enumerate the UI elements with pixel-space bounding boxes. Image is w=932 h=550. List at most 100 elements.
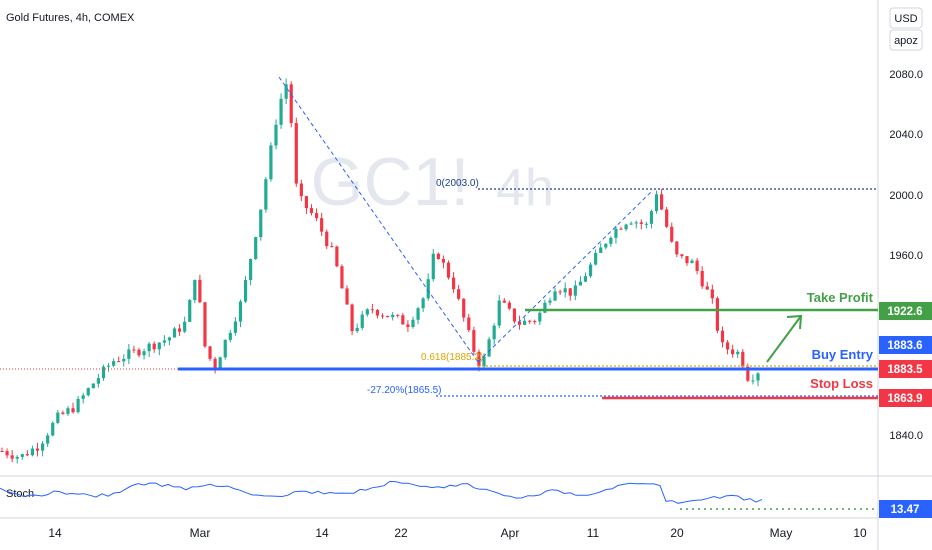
time-tick: Mar [190, 526, 211, 540]
candle-body [335, 246, 339, 267]
candle-body [172, 328, 177, 338]
time-tick: 11 [587, 526, 600, 540]
stoch-label[interactable]: Stoch [6, 488, 34, 500]
stop-loss-label: Stop Loss [810, 376, 873, 391]
time-axis[interactable]: 14 Mar 14 22 Apr 11 20 May 10 [48, 526, 867, 540]
candle-body [96, 378, 101, 384]
candle-body [477, 351, 481, 367]
svg-text:1883.6: 1883.6 [887, 340, 922, 352]
chart-title[interactable]: Gold Futures, 4h, COMEX [6, 12, 135, 24]
candle-body [76, 398, 80, 413]
take-profit-label: Take Profit [807, 290, 874, 305]
candle-body [472, 330, 476, 352]
candle-body [720, 330, 725, 343]
candle-body [10, 455, 14, 459]
candle-body [20, 454, 24, 457]
candle-body [553, 291, 557, 301]
time-tick: 14 [48, 526, 62, 540]
candle-body [5, 451, 9, 456]
candle-body [538, 312, 542, 322]
time-tick: May [770, 526, 793, 540]
fib-trend-up [477, 189, 654, 363]
candle-body [523, 320, 527, 325]
candle-body [30, 448, 35, 456]
currency-button[interactable]: USD [889, 7, 923, 29]
candle-body [137, 349, 141, 356]
candle-body [375, 310, 380, 316]
candle-body [482, 356, 486, 367]
candle-body [152, 343, 156, 350]
candle-body [396, 314, 400, 316]
candle-body [634, 222, 638, 224]
candle-body [243, 279, 248, 302]
fib-top-label: 0(2003.0) [436, 178, 479, 189]
watermark-symbol: GC1! [311, 144, 470, 220]
candle-body [431, 253, 435, 280]
buy-entry-label: Buy Entry [812, 347, 874, 362]
watermark-interval: 4h [496, 159, 554, 217]
candle-body [436, 253, 440, 260]
candle-body [259, 209, 263, 238]
candle-body [578, 281, 583, 286]
candle-body [629, 223, 633, 225]
candle-body [487, 339, 491, 357]
candle-body [558, 291, 562, 293]
candle-body [71, 408, 75, 413]
candle-body [167, 337, 172, 341]
candle-body [177, 328, 182, 332]
candle-body [583, 276, 588, 282]
take-profit-price-tag: 1922.6 [879, 302, 932, 320]
candle-body [325, 231, 329, 247]
candle-body [705, 286, 709, 290]
candle-body [81, 395, 85, 399]
projection-arrow [766, 314, 803, 363]
candle-body [46, 435, 50, 444]
candle-body [147, 343, 151, 352]
price-axis[interactable]: 2080.0 2040.0 2000.0 1960.0 1840.0 [889, 69, 923, 442]
candle-body [360, 314, 364, 328]
candle-body [543, 302, 547, 313]
candle-body [614, 228, 618, 238]
candle-body [457, 289, 461, 299]
candle-body [370, 309, 374, 311]
candle-body [365, 309, 369, 315]
candle-body [56, 412, 60, 423]
candles [0, 78, 760, 464]
candle-body [304, 196, 309, 209]
candle-body [40, 443, 45, 451]
candle-body [451, 277, 456, 290]
unit-button[interactable]: apoz [889, 29, 923, 51]
stoch-value-tag: 13.47 [879, 500, 932, 518]
candle-body [604, 243, 608, 248]
candle-body [279, 98, 283, 125]
candle-body [183, 321, 187, 332]
candle-body [563, 288, 567, 293]
candle-body [203, 302, 207, 347]
buy-entry-price-tag: 1883.6 [879, 336, 932, 354]
candle-body [654, 194, 659, 212]
candle-body [213, 358, 217, 369]
candle-body [665, 209, 669, 227]
candle-body [15, 456, 19, 459]
price-tick: 2080.0 [889, 69, 923, 81]
candle-body [218, 357, 222, 369]
candle-body [330, 246, 334, 248]
time-tick: Apr [501, 526, 520, 540]
candle-body [746, 366, 750, 381]
candle-body [25, 454, 29, 456]
candle-body [299, 183, 303, 197]
candle-body [517, 321, 522, 325]
candle-body [649, 211, 654, 224]
candle-body [416, 308, 420, 320]
candle-body [497, 300, 501, 326]
candle-body [117, 361, 121, 363]
candle-body [619, 228, 623, 230]
candle-body [401, 315, 405, 325]
candle-body [700, 270, 704, 287]
candle-body [314, 213, 319, 219]
candle-body [715, 298, 720, 331]
candle-body [594, 252, 598, 265]
candle-body [751, 380, 755, 382]
candle-body [233, 321, 237, 333]
